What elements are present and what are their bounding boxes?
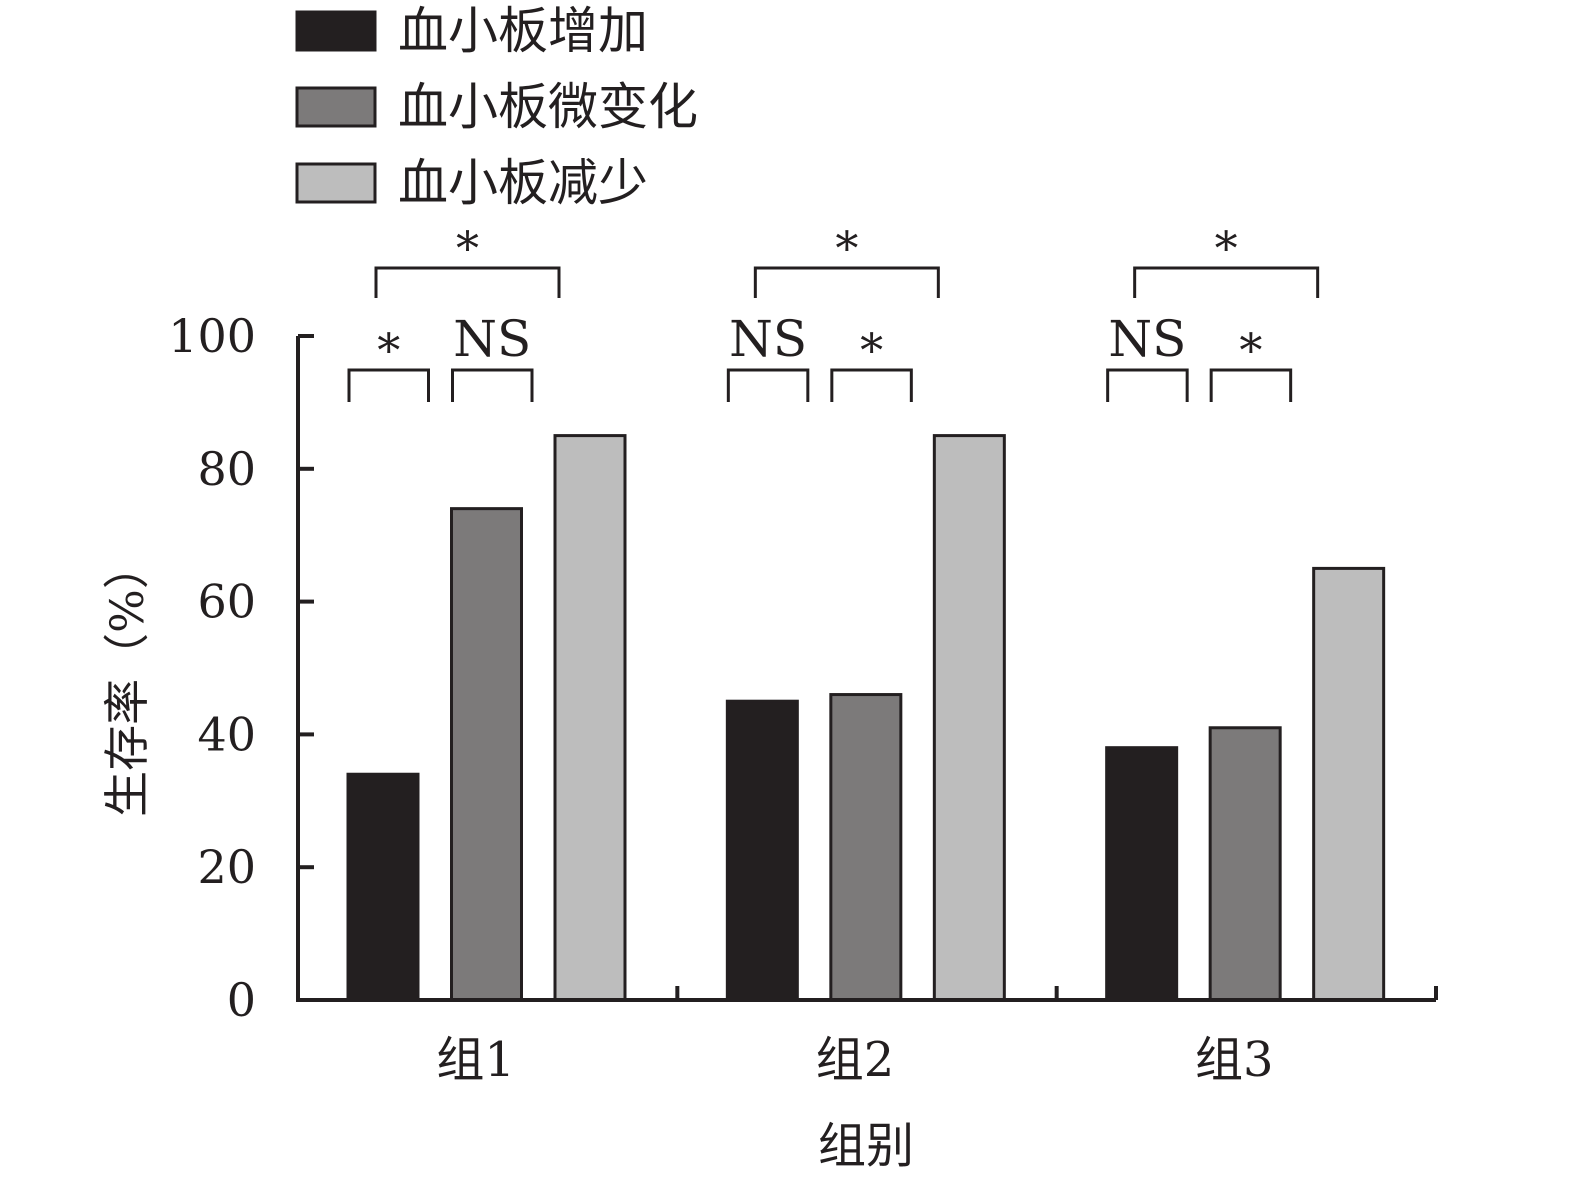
- significance-brackets: * NS*NS **NS **: [347, 221, 1320, 402]
- significance-bracket: [1106, 368, 1189, 402]
- y-axis-label: 生存率（%）: [100, 543, 154, 817]
- significance-label: *: [835, 221, 858, 275]
- significance-label: NS: [453, 310, 531, 368]
- bar-组3-血小板增加: [1105, 746, 1179, 1002]
- significance-bracket: [1133, 266, 1320, 298]
- significance-bracket: [451, 368, 534, 402]
- significance-label: *: [456, 221, 479, 275]
- significance-bracket: [347, 368, 430, 402]
- x-tick-label: 组3: [1195, 1032, 1274, 1088]
- significance-label: *: [377, 323, 400, 377]
- bar-组1-血小板减少: [553, 434, 627, 1002]
- y-tick-label: 100: [168, 309, 256, 363]
- y-tick-label: 40: [197, 707, 256, 761]
- legend-entry: 血小板减少: [398, 154, 648, 212]
- significance-bracket: [374, 266, 561, 298]
- bar-组3-血小板减少: [1312, 566, 1386, 1002]
- x-tick-label: 组1: [436, 1032, 515, 1088]
- bar-组1-血小板微变化: [450, 507, 523, 1002]
- x-axis-label: 组别: [818, 1118, 914, 1174]
- bar-组2-血小板减少: [932, 434, 1006, 1002]
- legend-entry: 血小板微变化: [398, 78, 698, 136]
- y-tick-label: 0: [227, 973, 256, 1027]
- bar-组1-血小板增加: [346, 772, 420, 1002]
- y-tick-label: 20: [197, 840, 256, 894]
- significance-bracket: [726, 368, 810, 402]
- bars: [346, 434, 1386, 1002]
- legend-entry: 血小板增加: [398, 2, 648, 60]
- bar-组2-血小板微变化: [829, 693, 903, 1002]
- axes: 0 20 40 60 80 100 组1 组2 组3: [168, 309, 1438, 1088]
- significance-bracket: [753, 266, 940, 298]
- significance-label: NS: [729, 310, 807, 368]
- y-tick-label: 80: [197, 442, 256, 496]
- significance-label: *: [1215, 221, 1238, 275]
- significance-label: *: [1239, 323, 1262, 377]
- legend-swatch: [295, 86, 377, 128]
- significance-bracket: [1209, 368, 1293, 402]
- bar-组3-血小板微变化: [1208, 726, 1282, 1002]
- significance-label: NS: [1108, 310, 1186, 368]
- y-tick-label: 60: [197, 575, 256, 629]
- significance-bracket: [830, 368, 913, 402]
- legend-swatch: [295, 162, 377, 204]
- x-tick-label: 组2: [816, 1032, 895, 1088]
- bar-组2-血小板增加: [725, 699, 799, 1002]
- legend-swatch: [295, 10, 377, 52]
- significance-label: *: [860, 323, 883, 377]
